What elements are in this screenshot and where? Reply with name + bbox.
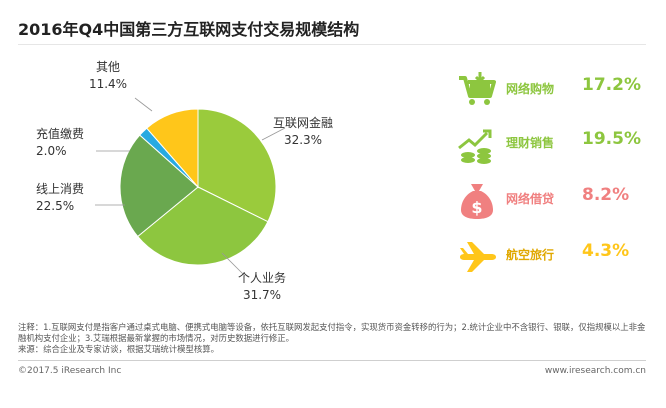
finance-coins-icon	[456, 124, 498, 166]
side-label: 航空旅行	[506, 248, 555, 262]
slice-value-label: 32.3%	[284, 133, 322, 147]
slice-value-label: 31.7%	[243, 288, 281, 302]
slice-value-label: 22.5%	[36, 199, 74, 213]
website-link[interactable]: www.iresearch.com.cn	[544, 366, 646, 376]
slice-value-label: 2.0%	[36, 144, 67, 158]
page-title: 2016年Q4中国第三方互联网支付交易规模结构	[18, 20, 360, 39]
leader-line	[134, 97, 153, 112]
footnote: 注释：1.互联网支付是指客户通过桌式电脑、便携式电脑等设备，依托互联网发起支付指…	[18, 322, 648, 355]
title-divider	[18, 44, 646, 45]
side-item-wealth-sales: 理财销售 19.5%	[456, 124, 656, 166]
svg-text:$: $	[471, 198, 482, 217]
pie-slice-1	[136, 186, 269, 266]
side-value: 17.2%	[582, 75, 641, 95]
pie-slice-2	[119, 134, 199, 238]
copyright-text: ©2017.5 iResearch Inc	[18, 366, 122, 376]
pie-slice-4	[146, 108, 199, 189]
slice-name-label: 个人业务	[238, 270, 286, 285]
slice-value-label: 11.4%	[89, 77, 127, 91]
slice-name-label: 充值缴费	[36, 126, 84, 141]
leader-line	[221, 252, 246, 277]
source-text: 来源：综合企业及专家访谈，根据艾瑞统计模型核算。	[18, 344, 219, 354]
side-label: 网络购物	[506, 82, 555, 96]
footer-divider	[18, 360, 646, 361]
side-item-online-lending: $ 网络借贷 8.2%	[456, 180, 656, 222]
leader-line	[261, 127, 286, 141]
slice-name-label: 互联网金融	[273, 115, 333, 130]
pie-chart-area: 互联网金融 32.3% 个人业务 31.7% 线上消费 22.5% 充值缴费 2.0% 其他 11…	[0, 50, 420, 315]
money-bag-icon: $	[456, 180, 498, 222]
airplane-icon	[456, 236, 498, 278]
side-label: 理财销售	[506, 136, 555, 150]
pie-chart: 互联网金融 32.3% 个人业务 31.7% 线上消费 22.5% 充值缴费 2.0% 其他 11…	[36, 60, 333, 302]
side-value: 4.3%	[582, 241, 630, 261]
note-text: 注释：1.互联网支付是指客户通过桌式电脑、便携式电脑等设备，依托互联网发起支付指…	[18, 322, 646, 343]
slice-name-label: 线上消费	[36, 182, 84, 196]
shopping-cart-icon	[456, 70, 498, 112]
slice-name-label: 其他	[96, 60, 120, 74]
side-item-online-shopping: 网络购物 17.2%	[456, 70, 656, 112]
side-item-air-travel: 航空旅行 4.3%	[456, 236, 656, 278]
side-value: 19.5%	[582, 129, 641, 149]
side-label: 网络借贷	[506, 192, 555, 206]
pie-slice-0	[197, 108, 277, 223]
side-value: 8.2%	[582, 185, 630, 205]
